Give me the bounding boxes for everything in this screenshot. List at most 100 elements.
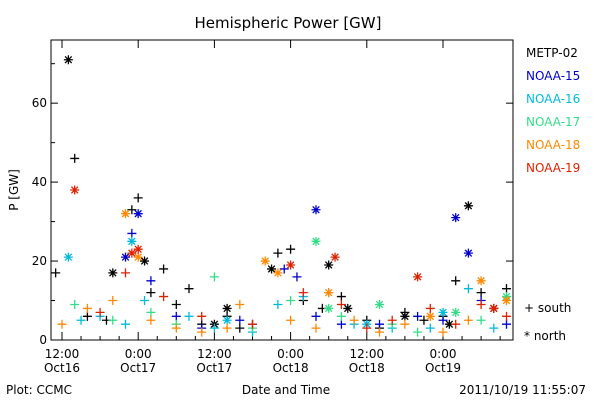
south-point <box>451 276 461 286</box>
south-point <box>286 315 296 325</box>
north-point <box>121 252 130 262</box>
south-point <box>286 244 296 254</box>
south-point <box>419 315 429 325</box>
north-point <box>108 268 118 278</box>
south-point <box>463 315 473 325</box>
south-point <box>362 323 372 333</box>
north-point <box>267 264 277 274</box>
south-point <box>70 153 80 163</box>
south-point <box>197 327 207 337</box>
south-point <box>273 299 283 309</box>
south-point <box>438 315 448 325</box>
series-noaa-18 <box>57 209 511 337</box>
south-point <box>57 319 67 329</box>
south-point <box>425 303 435 313</box>
south-point <box>146 307 156 317</box>
south-point <box>413 311 423 321</box>
legend-entry-metp-02: METP-02 <box>526 46 578 60</box>
south-point <box>146 315 156 325</box>
north-point <box>286 260 296 270</box>
south-point <box>235 315 245 325</box>
x-tick-label-date: Oct17 <box>196 361 232 375</box>
south-point <box>171 311 181 321</box>
series-legend: METP-02 NOAA-15 NOAA-16 NOAA-17 NOAA-18 NOAA-… <box>526 46 580 175</box>
south-point <box>476 299 486 309</box>
marker-legend-north: * north <box>524 329 566 343</box>
north-point <box>140 256 150 266</box>
north-point <box>444 319 454 329</box>
x-tick-label-date: Oct19 <box>425 361 461 375</box>
south-point <box>425 323 435 333</box>
south-point <box>463 284 473 294</box>
north-point <box>463 248 473 258</box>
legend-entry-noaa-15: NOAA-15 <box>526 69 580 83</box>
y-tick-label: 40 <box>32 175 47 189</box>
south-point <box>51 268 61 278</box>
plot-credit: Plot: CCMC <box>6 383 72 397</box>
north-point <box>311 236 321 246</box>
south-point <box>121 319 130 329</box>
y-axis-label: P [GW] <box>7 169 21 211</box>
north-point <box>502 296 511 306</box>
legend-entry-noaa-18: NOAA-18 <box>526 138 580 152</box>
north-point <box>324 260 334 270</box>
south-point <box>159 264 169 274</box>
north-point <box>330 252 340 262</box>
south-point <box>70 299 80 309</box>
north-point <box>451 307 461 317</box>
x-tick-label-time: 12:00 <box>350 347 385 361</box>
south-point <box>502 284 511 294</box>
y-tick-label: 20 <box>32 254 47 268</box>
south-point <box>82 311 92 321</box>
north-point <box>324 303 334 313</box>
south-point <box>336 299 346 309</box>
south-point <box>133 193 143 203</box>
south-point <box>502 319 511 329</box>
series-noaa-16 <box>63 236 499 337</box>
south-point <box>146 276 156 286</box>
north-point <box>438 307 448 317</box>
chart-title: Hemispheric Power [GW] <box>195 14 382 32</box>
south-point <box>127 205 137 215</box>
north-point <box>63 252 73 262</box>
south-point <box>121 268 130 278</box>
x-tick-label-time: 12:00 <box>45 347 80 361</box>
north-point <box>463 201 473 211</box>
south-point <box>146 288 156 298</box>
south-point <box>140 296 150 306</box>
data-points <box>51 55 511 337</box>
south-point <box>438 327 448 337</box>
north-point <box>222 303 232 313</box>
south-point <box>349 315 359 325</box>
north-point <box>311 205 321 215</box>
north-point <box>63 55 73 65</box>
north-point <box>324 288 334 298</box>
south-point <box>375 319 384 329</box>
series-noaa-19 <box>70 185 511 333</box>
south-point <box>336 292 346 302</box>
north-point <box>222 315 232 325</box>
legend-entry-noaa-16: NOAA-16 <box>526 92 580 106</box>
south-point <box>82 303 92 313</box>
north-point <box>343 303 353 313</box>
south-point <box>95 307 105 317</box>
y-axis-ticks: 0 20 40 60 <box>32 63 513 347</box>
south-point <box>489 323 499 333</box>
south-point <box>171 323 181 333</box>
south-point <box>413 327 423 337</box>
north-point <box>133 244 143 254</box>
x-tick-label-time: 0:00 <box>277 347 304 361</box>
south-point <box>298 288 308 298</box>
marker-legend: + south * north <box>524 301 571 343</box>
y-tick-label: 60 <box>32 96 47 110</box>
south-point <box>127 228 137 238</box>
x-tick-label-date: Oct18 <box>273 361 309 375</box>
x-tick-label-date: Oct16 <box>44 361 80 375</box>
south-point <box>476 288 486 298</box>
legend-entry-noaa-17: NOAA-17 <box>526 115 580 129</box>
south-point <box>171 299 181 309</box>
south-point <box>502 311 511 321</box>
south-point <box>387 315 397 325</box>
north-point <box>133 252 143 262</box>
north-point <box>273 268 283 278</box>
